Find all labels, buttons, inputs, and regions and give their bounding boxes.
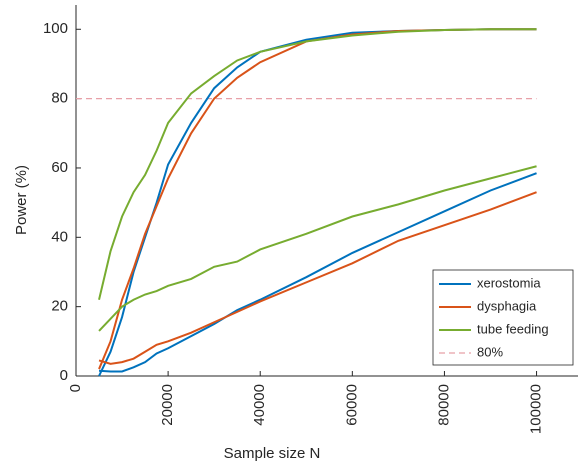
legend-label: tube feeding xyxy=(477,321,549,336)
y-tick-label: 20 xyxy=(51,298,68,315)
y-tick-label: 100 xyxy=(43,20,68,37)
legend-box xyxy=(432,269,574,366)
legend-label: xerostomia xyxy=(477,275,541,290)
x-tick-label: 0 xyxy=(67,384,84,392)
x-tick-label: 20000 xyxy=(159,384,176,426)
line xyxy=(98,165,537,332)
y-tick-label: 60 xyxy=(51,159,68,176)
x-tick-label: 40000 xyxy=(251,384,268,426)
x-tick-label: 80000 xyxy=(435,384,452,426)
y-axis-label: Power (%) xyxy=(13,165,30,235)
legend-label: dysphagia xyxy=(477,298,537,313)
y-tick-label: 0 xyxy=(60,367,68,384)
x-axis-label: Sample size N xyxy=(224,445,321,462)
y-tick-label: 40 xyxy=(51,228,68,245)
x-tick-label: 60000 xyxy=(343,384,360,426)
line xyxy=(98,172,537,373)
legend-label: 80% xyxy=(477,344,503,359)
line xyxy=(98,191,537,365)
x-tick-label: 100000 xyxy=(528,384,545,434)
y-tick-label: 80 xyxy=(51,90,68,107)
line xyxy=(98,28,537,300)
